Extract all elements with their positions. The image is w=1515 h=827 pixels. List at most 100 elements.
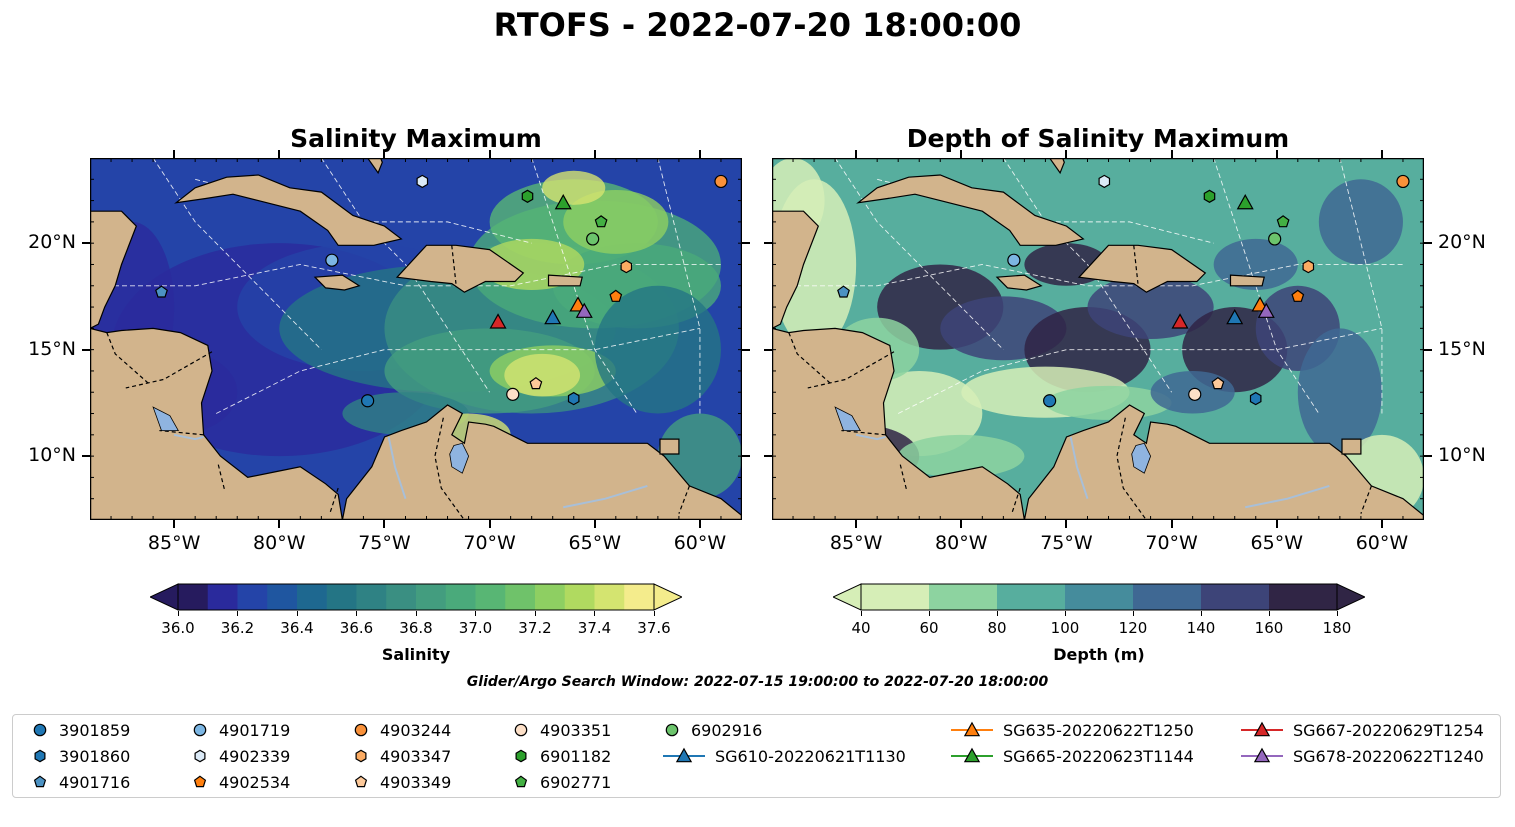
colorbar-segment [505, 584, 536, 610]
river [1245, 484, 1330, 509]
colorbar-tick [928, 611, 930, 616]
colorbar-segment [997, 584, 1066, 610]
legend-marker-icon [193, 723, 207, 737]
colorbar-segment [475, 584, 506, 610]
lon-tick [278, 520, 281, 528]
legend-item-3901860: 3901860 [29, 745, 130, 767]
lon-tick [1380, 150, 1383, 158]
lon-tick [1170, 150, 1173, 158]
lon-tick-label: 75°W [1040, 532, 1093, 554]
lat-tick [742, 455, 750, 458]
lon-tick-label: 80°W [935, 532, 988, 554]
marker-4901716 [155, 285, 168, 298]
land-cuba [174, 174, 403, 246]
colorbar-segment [624, 584, 655, 610]
boundary-line [897, 327, 1383, 414]
lon-tick [278, 150, 281, 158]
legend-item-6902771: 6902771 [510, 771, 611, 793]
salinity-patch [594, 285, 721, 414]
lat-tick [742, 242, 750, 245]
colorbar-tick-label: 40 [851, 619, 871, 637]
boundary-line [1213, 158, 1320, 414]
legend-item-6902916: 6902916 [661, 719, 762, 741]
lon-tick [960, 520, 963, 528]
lake-nicaragua [152, 406, 179, 431]
lon-tick-label: 65°W [568, 532, 621, 554]
search-window-caption: Glider/Argo Search Window: 2022-07-15 19… [466, 674, 1049, 690]
legend-item-4903349: 4903349 [350, 771, 451, 793]
marker-4902339 [1098, 174, 1111, 189]
legend-label: 3901860 [59, 746, 131, 766]
marker-6902771 [1276, 215, 1290, 228]
colorbar-tick-label: 37.0 [458, 619, 493, 637]
colorbar-tick-label: 120 [1118, 619, 1148, 637]
lat-tick [1424, 242, 1432, 245]
lat-tick [764, 348, 772, 351]
legend-item-3901859: 3901859 [29, 719, 130, 741]
legend-item-4901719: 4901719 [189, 719, 290, 741]
legend-marker-icon [354, 723, 368, 737]
lon-tick-label: 75°W [358, 532, 411, 554]
country-border [106, 332, 150, 385]
colorbar-tick-label: 36.6 [339, 619, 374, 637]
marker-4903349 [1211, 376, 1225, 390]
lon-tick [593, 150, 596, 158]
salinity-colorbar [150, 583, 682, 611]
legend-marker-icon [1241, 721, 1283, 737]
legend-marker-icon [33, 723, 47, 737]
marker-SG678-20220622T1240 [575, 302, 593, 318]
colorbar-tick-label: 37.2 [518, 619, 552, 637]
lat-tick-label: 10°N [1438, 444, 1486, 467]
country-border [217, 464, 226, 491]
land-southam [1023, 404, 1424, 520]
land-hispaniola [395, 244, 525, 293]
legend-marker-icon [355, 749, 367, 763]
lon-tick [1275, 150, 1278, 158]
marker-6901182 [521, 189, 534, 203]
land-yucatan [90, 210, 137, 330]
colorbar-segment [861, 584, 930, 610]
colorbar-tick-label: 180 [1322, 619, 1352, 637]
land-puertorico [547, 274, 583, 287]
marker-4901719 [1007, 253, 1021, 267]
colorbar-tick [1336, 611, 1338, 616]
salinity-map[interactable] [90, 158, 742, 520]
land-bahamas2 [366, 158, 383, 175]
land-puertorico [1229, 274, 1265, 287]
land-centralam [772, 327, 1026, 520]
legend-label: 4903349 [380, 772, 452, 792]
colorbar-segment [535, 584, 566, 610]
colorbar-segment [1201, 584, 1270, 610]
marker-SG665-20220623T1144 [1236, 193, 1254, 210]
marker-4903351 [506, 387, 520, 401]
lon-tick-label: 60°W [1355, 532, 1409, 554]
lon-tick [173, 520, 176, 528]
salinity-map-canvas [90, 158, 742, 520]
river [855, 433, 886, 441]
country-border [899, 464, 908, 491]
lon-tick [1065, 150, 1068, 158]
salinity-colorbar-label: Salinity [381, 645, 451, 664]
legend-item-SG610-20220621T1130: SG610-20220621T1130 [661, 745, 906, 767]
figure-title: RTOFS - 2022-07-20 18:00:00 [493, 6, 1022, 44]
map-frame [90, 158, 742, 520]
legend-label: 6902771 [540, 772, 612, 792]
legend-marker-icon [951, 721, 993, 737]
colorbar-extend-high [1336, 583, 1365, 611]
legend-item-4902534: 4902534 [189, 771, 290, 793]
lat-tick [82, 455, 90, 458]
depth-patch [1297, 328, 1382, 457]
marker-4903244 [1396, 174, 1410, 189]
land-jamaica [313, 274, 361, 291]
lat-tick [742, 348, 750, 351]
colorbar-segment [178, 584, 209, 610]
colorbar-segment [267, 584, 298, 610]
lon-tick [1065, 520, 1068, 528]
country-border [1011, 487, 1021, 514]
colorbar-tick-label: 36.0 [161, 619, 195, 637]
lake-maracaibo [1131, 442, 1152, 474]
depth-patch [898, 434, 1025, 478]
colorbar-segment [416, 584, 447, 610]
marker-SG667-20220629T1254 [1171, 313, 1189, 329]
depth-map[interactable] [772, 158, 1424, 520]
